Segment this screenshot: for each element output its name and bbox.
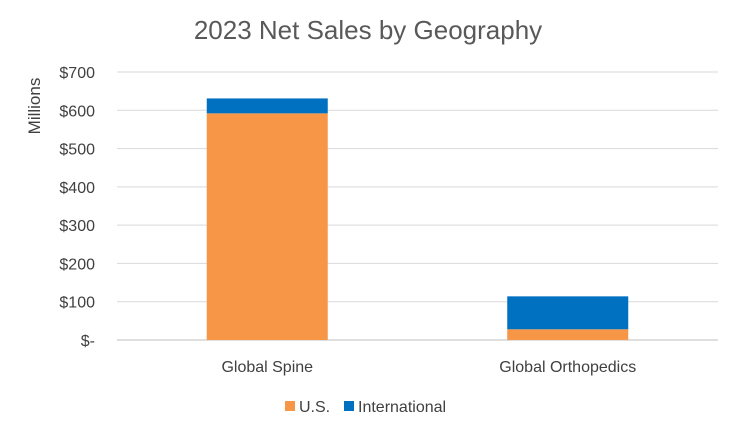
category-label: Global Spine — [221, 359, 313, 376]
bars — [206, 98, 629, 340]
legend-label: U.S. — [299, 399, 330, 416]
legend-swatch — [285, 401, 295, 411]
y-tick-label: $400 — [59, 180, 95, 197]
bar-segment — [507, 329, 629, 340]
bar-segment — [206, 98, 328, 114]
y-axis-label: Millions — [25, 78, 44, 135]
y-tick-label: $600 — [59, 103, 95, 120]
legend: U.S. International — [285, 399, 446, 416]
category-label: Global Orthopedics — [499, 359, 636, 376]
y-tick-label: $700 — [59, 65, 95, 82]
y-tick-label: $500 — [59, 142, 95, 159]
legend-swatch — [344, 401, 354, 411]
y-tick-label: $100 — [59, 295, 95, 312]
bar-segment — [206, 113, 328, 340]
category-labels: Global Spine Global Orthopedics — [221, 359, 636, 376]
bar-segment — [507, 296, 629, 330]
y-tick-label: $300 — [59, 218, 95, 235]
y-tick-label: $200 — [59, 256, 95, 273]
chart-title: 2023 Net Sales by Geography — [194, 15, 542, 45]
legend-label: International — [358, 399, 446, 416]
y-tick-label: $- — [81, 333, 95, 350]
y-axis-ticks: $- $100 $200 $300 $400 $500 $600 $700 — [59, 65, 95, 350]
